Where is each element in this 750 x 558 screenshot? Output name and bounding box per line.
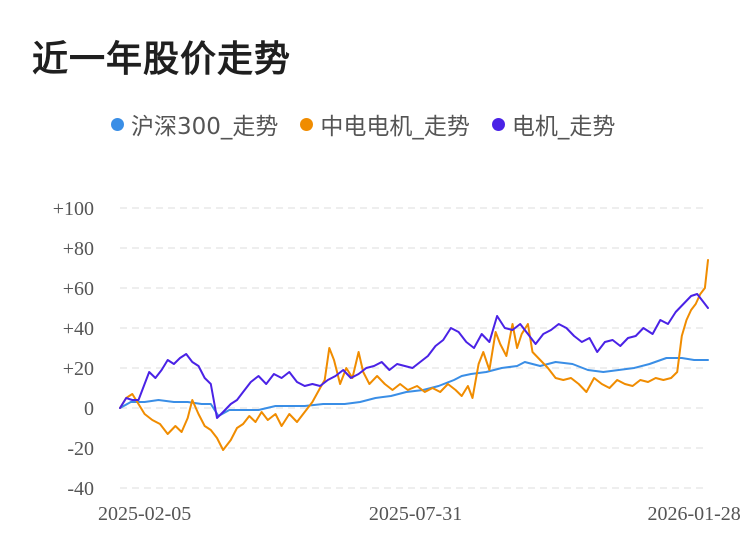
legend-label-dj: 电机_走势 <box>511 114 616 140</box>
chart-title: 近一年股价走势 <box>32 39 292 80</box>
chart-legend: 沪深300_走势 中电电机_走势 电机_走势 <box>111 107 637 141</box>
y-axis-ticks: +100 +80 +60 +40 +20 0 -20 -40 <box>53 198 94 500</box>
legend-dot-hs300 <box>111 117 124 131</box>
y-tick-label: +80 <box>63 238 94 260</box>
x-axis-ticks: 2025-02-05 2025-07-31 2026-01-28 <box>98 503 741 525</box>
y-tick-label: +60 <box>63 278 94 300</box>
y-tick-label: -20 <box>67 438 94 460</box>
x-tick-label: 2026-01-28 <box>647 503 740 525</box>
legend-label-hs300: 沪深300_走势 <box>131 114 279 140</box>
legend-dot-zddj <box>300 117 314 131</box>
x-tick-label: 2025-02-05 <box>98 503 191 525</box>
series-lines <box>119 259 709 451</box>
y-tick-label: +100 <box>53 198 94 220</box>
series-line-hs300[interactable] <box>119 357 709 417</box>
y-tick-label: 0 <box>84 398 94 420</box>
y-tick-label: +40 <box>63 318 94 340</box>
series-line-zddj[interactable] <box>119 259 709 451</box>
legend-item-zddj[interactable]: 中电电机_走势 <box>300 107 470 141</box>
legend-item-dj[interactable]: 电机_走势 <box>491 107 616 141</box>
y-tick-label: +20 <box>63 358 94 380</box>
y-tick-label: -40 <box>67 478 94 500</box>
series-line-dj[interactable] <box>119 293 709 419</box>
legend-label-zddj: 中电电机_走势 <box>320 114 470 140</box>
legend-item-hs300[interactable]: 沪深300_走势 <box>111 107 278 141</box>
legend-dot-dj <box>491 117 505 131</box>
x-tick-label: 2025-07-31 <box>369 503 462 525</box>
grid-lines <box>120 207 708 489</box>
